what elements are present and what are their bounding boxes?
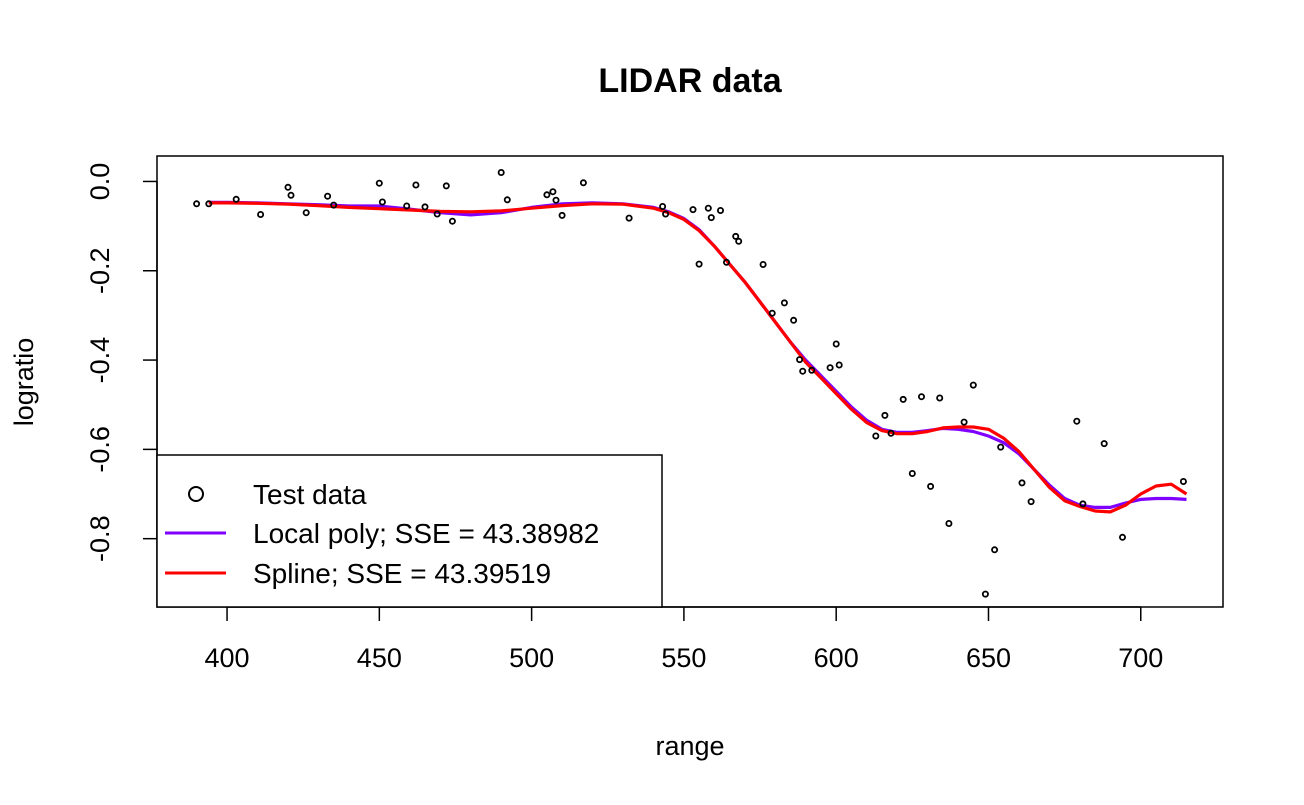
x-axis-label: range xyxy=(655,731,724,761)
data-point xyxy=(1100,440,1108,448)
data-point xyxy=(796,356,804,364)
data-point xyxy=(918,393,926,401)
data-point xyxy=(659,202,667,210)
y-axis: 0.0 -0.2 -0.4 -0.6 -0.8 xyxy=(85,163,158,562)
data-point xyxy=(945,520,953,528)
data-point xyxy=(704,204,712,212)
data-point xyxy=(1079,500,1087,508)
data-point xyxy=(936,394,944,402)
data-point xyxy=(960,418,968,426)
data-point xyxy=(808,366,816,374)
data-point xyxy=(872,432,880,440)
data-point xyxy=(799,367,807,375)
data-point xyxy=(790,316,798,324)
data-point xyxy=(981,590,989,598)
data-point xyxy=(625,214,633,222)
data-point xyxy=(835,361,843,369)
data-point xyxy=(284,183,292,191)
data-point xyxy=(552,196,560,204)
x-tick-label: 400 xyxy=(205,643,250,673)
x-tick-label: 600 xyxy=(814,643,859,673)
data-point xyxy=(205,200,213,208)
legend-label-local-poly: Local poly; SSE = 43.38982 xyxy=(253,518,599,549)
data-point xyxy=(497,168,505,176)
data-point xyxy=(899,395,907,403)
data-point xyxy=(412,181,420,189)
x-tick-label: 650 xyxy=(966,643,1011,673)
data-point xyxy=(991,546,999,554)
data-point xyxy=(881,411,889,419)
data-point xyxy=(1119,533,1127,541)
data-point xyxy=(330,201,338,209)
data-point xyxy=(887,429,895,437)
legend: Test data Local poly; SSE = 43.38982 Spl… xyxy=(156,454,663,608)
data-point xyxy=(1073,417,1081,425)
y-tick-label: -0.2 xyxy=(85,247,115,294)
data-point xyxy=(1179,477,1187,485)
data-point xyxy=(723,258,731,266)
data-point xyxy=(193,200,201,208)
data-point xyxy=(324,192,332,200)
data-point xyxy=(287,191,295,199)
data-point xyxy=(717,206,725,214)
data-point xyxy=(908,469,916,477)
spline-line xyxy=(208,201,1188,514)
legend-marker-test-data xyxy=(188,486,204,502)
series-layer xyxy=(208,200,1188,514)
data-point xyxy=(442,182,450,190)
x-tick-label: 450 xyxy=(357,643,402,673)
y-axis-label: logratio xyxy=(9,338,39,427)
data-point xyxy=(232,195,240,203)
data-point xyxy=(732,232,740,240)
y-tick-label: -0.8 xyxy=(85,515,115,562)
data-point xyxy=(780,299,788,307)
x-tick-label: 500 xyxy=(509,643,554,673)
chart-title: LIDAR data xyxy=(598,62,782,100)
data-point xyxy=(759,260,767,268)
data-point xyxy=(503,196,511,204)
y-tick-label: -0.6 xyxy=(85,426,115,473)
data-point xyxy=(997,443,1005,451)
legend-box xyxy=(156,454,663,608)
legend-label-spline: Spline; SSE = 43.39519 xyxy=(253,558,551,589)
data-point xyxy=(695,260,703,268)
data-point xyxy=(735,237,743,245)
data-point xyxy=(969,381,977,389)
scatter-points xyxy=(193,168,1187,598)
y-tick-label: -0.4 xyxy=(85,337,115,384)
data-point xyxy=(448,217,456,225)
data-point xyxy=(257,210,265,218)
data-point xyxy=(1027,498,1035,506)
legend-label-test-data: Test data xyxy=(253,479,367,510)
data-point xyxy=(378,198,386,206)
data-point xyxy=(421,203,429,211)
x-tick-label: 550 xyxy=(661,643,706,673)
data-point xyxy=(768,309,776,317)
data-point xyxy=(558,211,566,219)
data-point xyxy=(662,210,670,218)
data-point xyxy=(302,209,310,217)
data-point xyxy=(707,214,715,222)
data-point xyxy=(579,179,587,187)
data-point xyxy=(826,364,834,372)
data-point xyxy=(375,179,383,187)
x-axis: 400 450 500 550 600 650 700 xyxy=(205,606,1163,673)
data-point xyxy=(549,188,557,196)
data-point xyxy=(1018,479,1026,487)
data-point xyxy=(927,482,935,490)
x-tick-label: 700 xyxy=(1118,643,1163,673)
data-point xyxy=(689,206,697,214)
y-tick-label: 0.0 xyxy=(85,163,115,201)
data-point xyxy=(433,210,441,218)
data-point xyxy=(403,202,411,210)
data-point xyxy=(543,191,551,199)
data-point xyxy=(832,340,840,348)
